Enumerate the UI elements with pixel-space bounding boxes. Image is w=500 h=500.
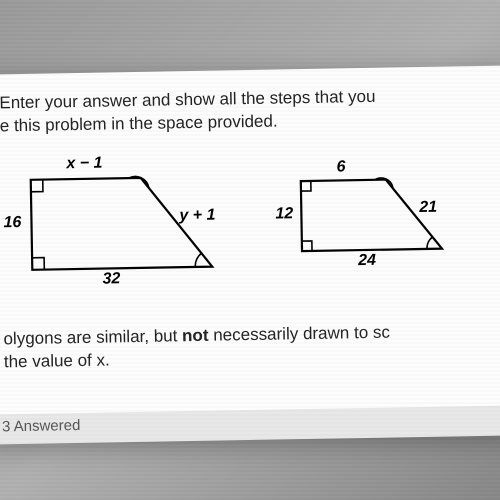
quad-left: x − 1 16 y + 1 32 (10, 158, 232, 292)
footer-line1-post: necessarily drawn to sc (208, 322, 390, 344)
worksheet-page: Enter your answer and show all the steps… (0, 65, 500, 434)
footer-line2: the value of x. (4, 350, 110, 371)
footer-not-bold: not (182, 326, 209, 345)
quad-right-left-label: 12 (275, 205, 293, 223)
instruction-line1: Enter your answer and show all the steps… (0, 87, 376, 113)
quad-left-top-label: x − 1 (66, 154, 102, 173)
quad-left-left-label: 16 (3, 214, 21, 232)
footer-text: olygons are similar, but not necessarily… (3, 320, 500, 375)
photo-background: Enter your answer and show all the steps… (0, 0, 500, 500)
quad-right-bottom-label: 24 (358, 252, 376, 270)
footer-line1-pre: olygons are similar, but (3, 326, 182, 348)
quad-right: 6 12 21 24 (281, 164, 463, 277)
quad-left-svg (10, 158, 232, 292)
status-text: 3 Answered (2, 417, 81, 435)
instruction-text: Enter your answer and show all the steps… (0, 84, 496, 139)
figures-area: x − 1 16 y + 1 32 6 12 21 24 (0, 144, 499, 323)
quad-right-top-label: 6 (336, 158, 345, 176)
quad-left-right-label: y + 1 (179, 206, 215, 225)
instruction-line2: e this problem in the space provided. (0, 111, 278, 135)
quad-right-right-label: 21 (419, 199, 437, 217)
quad-left-bottom-label: 32 (102, 270, 120, 288)
